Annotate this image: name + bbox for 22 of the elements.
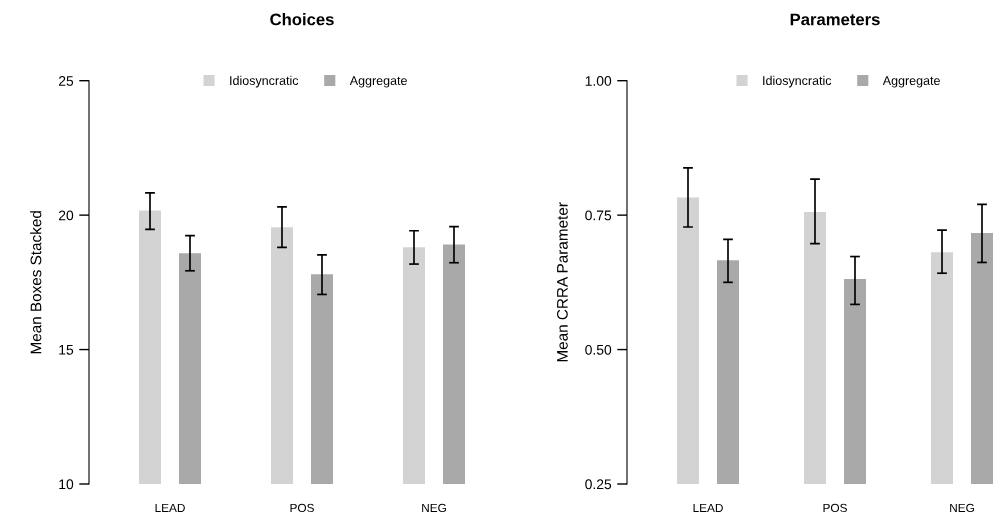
x-tick-label: POS	[290, 503, 314, 513]
y-tick-label: 15	[59, 345, 74, 355]
chart-title: Parameters	[790, 13, 880, 26]
y-tick-label: 20	[58, 210, 74, 221]
y-tick-label: 0.50	[585, 344, 612, 355]
y-tick-label: 0.25	[585, 479, 612, 490]
y-axis-title: Mean Boxes Stacked	[30, 211, 42, 354]
legend-label: Idiosyncratic	[230, 75, 299, 88]
y-tick-label: 10	[59, 479, 74, 490]
x-tick-label: LEAD	[155, 503, 185, 512]
x-tick-label: NEG	[422, 503, 446, 513]
x-tick-label: NEG	[950, 503, 974, 513]
y-tick-label: 0.75	[585, 210, 612, 221]
legend-label: Idiosyncratic	[763, 75, 832, 88]
y-axis-title: Mean CRRA Parameter	[556, 202, 568, 362]
legend-label: Aggregate	[349, 76, 407, 88]
chart-title: Choices	[270, 13, 334, 26]
x-tick-label: LEAD	[693, 503, 723, 512]
x-tick-label: POS	[823, 503, 847, 513]
y-tick-label: 1.00	[585, 76, 612, 86]
legend-label: Aggregate	[882, 76, 940, 88]
y-tick-label: 25	[58, 76, 74, 86]
